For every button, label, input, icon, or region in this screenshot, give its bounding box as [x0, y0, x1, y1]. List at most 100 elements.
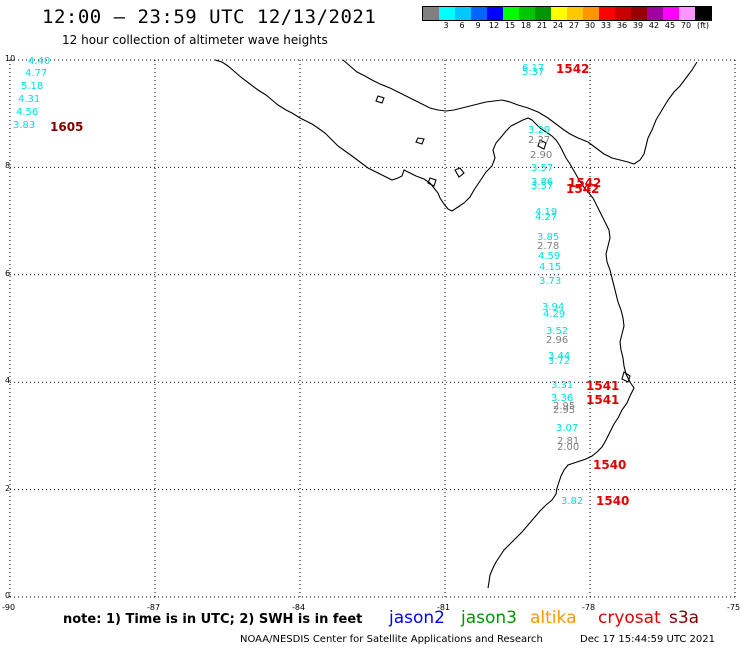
pass-time-label: 1542 — [556, 62, 590, 76]
colorbar-swatch — [663, 7, 679, 20]
colorbar-swatch — [567, 7, 583, 20]
colorbar-swatch — [471, 7, 487, 20]
colorbar-label — [422, 21, 438, 30]
wave-height-label: 2.00 — [557, 442, 580, 453]
wave-height-label: 3.82 — [561, 496, 584, 507]
wave-height-label: 3.36 — [551, 393, 574, 404]
y-tick-label: 4 — [5, 376, 11, 386]
pass-time-label: 1542 — [568, 176, 602, 190]
legend-jason2: jason2 — [389, 608, 445, 628]
wave-height-label: 4.31 — [18, 94, 41, 105]
colorbar-swatch — [647, 7, 663, 20]
wave-height-label: 5.18 — [21, 81, 44, 92]
pass-time-label: 1541 — [586, 393, 620, 407]
colorbar-swatch — [503, 7, 519, 20]
wave-height-label: 2.95 — [553, 401, 576, 412]
legend-s3a: s3a — [669, 608, 700, 628]
wave-height-label: 3.73 — [539, 276, 562, 287]
gridlines — [9, 59, 736, 598]
colorbar-swatch — [631, 7, 647, 20]
pass-time-label: 1605 — [50, 120, 84, 134]
colorbar-swatch — [439, 7, 455, 20]
colorbar-label: 15 — [504, 21, 516, 30]
wave-height-label: 3.29 — [528, 125, 551, 136]
wave-height-label: 2.96 — [546, 335, 569, 346]
wave-height-label: 2.78 — [537, 241, 560, 252]
colorbar-swatch — [535, 7, 551, 20]
colorbar-swatch — [519, 7, 535, 20]
colorbar-label: 12 — [488, 21, 500, 30]
wave-height-label: 3.52 — [546, 326, 569, 337]
colorbar-label: 27 — [568, 21, 580, 30]
wave-height-label: 2.90 — [530, 150, 553, 161]
colorbar-swatch — [551, 7, 567, 20]
credit-line: NOAA/NESDIS Center for Satellite Applica… — [240, 634, 543, 645]
colorbar-label: 36 — [616, 21, 628, 30]
wave-height-label: 3.37 — [531, 181, 554, 192]
x-tick-label: -75 — [727, 603, 740, 612]
footer-note: note: 1) Time is in UTC; 2) SWH is in fe… — [63, 612, 363, 627]
wave-height-label: 5.37 — [522, 67, 545, 78]
legend-altika: altika — [530, 608, 577, 628]
wave-height-label: 3.86 — [531, 177, 554, 188]
y-tick-label: 8 — [5, 161, 11, 171]
colorbar-label: 42 — [648, 21, 660, 30]
colorbar-label: 24 — [552, 21, 564, 30]
colorbar-swatch — [695, 7, 711, 20]
wave-height-label: 4.56 — [16, 107, 39, 118]
colorbar-label: 21 — [536, 21, 548, 30]
wave-height-label: 2.95 — [553, 405, 576, 416]
generated-timestamp: Dec 17 15:44:59 UTC 2021 — [580, 634, 715, 645]
x-tick-label: -81 — [437, 603, 451, 612]
x-tick-label: -87 — [147, 603, 161, 612]
wave-height-label: 2.81 — [557, 436, 580, 447]
frame — [10, 60, 735, 597]
wave-height-label: 3.72 — [548, 356, 571, 367]
pass-time-label: 1540 — [593, 458, 627, 472]
pass-time-label: 1541 — [586, 379, 620, 393]
y-tick-label: 10 — [5, 54, 16, 63]
colorbar — [422, 6, 712, 21]
wave-height-label: 4.15 — [539, 262, 562, 273]
colorbar-swatch — [599, 7, 615, 20]
page-title: 12:00 – 23:59 UTC 12/13/2021 — [42, 6, 377, 28]
x-tick-label: -78 — [582, 603, 596, 612]
colorbar-label: 6 — [459, 21, 465, 30]
x-tick-label: -84 — [292, 603, 306, 612]
wave-height-label: 4.29 — [543, 309, 566, 320]
colorbar-label: 9 — [475, 21, 481, 30]
colorbar-swatch — [583, 7, 599, 20]
coastline — [214, 59, 698, 589]
colorbar-label: 33 — [600, 21, 612, 30]
colorbar-label: 70 — [680, 21, 692, 30]
colorbar-labels: 3 6 9 12 15 18 21 24 27 30 33 36 39 42 45 70 (ft) — [422, 21, 713, 30]
wave-height-label: 4.27 — [535, 212, 558, 223]
colorbar-swatch — [455, 7, 471, 20]
colorbar-label: 3 — [443, 21, 449, 30]
wave-height-label: 4.77 — [25, 68, 48, 79]
y-tick-label: 6 — [5, 268, 11, 278]
y-tick-label: 2 — [5, 483, 11, 493]
wave-height-label: 6.17 — [522, 63, 545, 74]
x-tick-label: -90 — [2, 603, 16, 612]
wave-height-label: 3.83 — [13, 120, 36, 131]
pass-time-label: 1542 — [566, 182, 600, 196]
colorbar-label: 30 — [584, 21, 596, 30]
wave-height-label: 3.94 — [542, 302, 565, 313]
wave-height-label: 4.40 — [28, 56, 51, 67]
wave-height-label: 2.27 — [528, 135, 551, 146]
colorbar-swatch — [615, 7, 631, 20]
legend-cryosat: cryosat — [598, 608, 661, 628]
wave-height-label: 4.59 — [538, 251, 561, 262]
colorbar-swatch — [679, 7, 695, 20]
legend-jason3: jason3 — [461, 608, 517, 628]
colorbar-swatch — [487, 7, 503, 20]
colorbar-label: 45 — [664, 21, 676, 30]
wave-height-label: 4.19 — [535, 207, 558, 218]
colorbar-label: 39 — [632, 21, 644, 30]
wave-height-label: 3.31 — [551, 380, 574, 391]
page-subtitle: 12 hour collection of altimeter wave hei… — [62, 33, 328, 47]
colorbar-label: 18 — [520, 21, 532, 30]
colorbar-unit: (ft) — [697, 21, 710, 30]
